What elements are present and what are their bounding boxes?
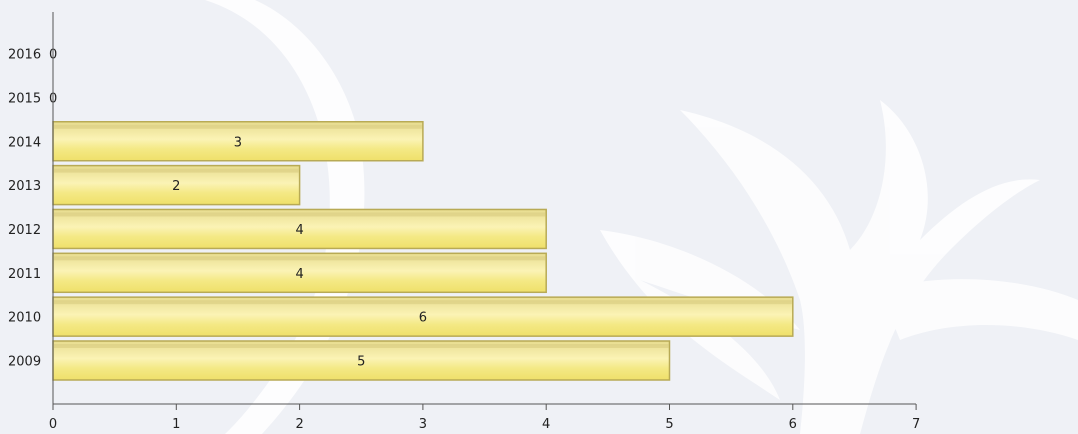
category-label-2010: 2010	[8, 311, 41, 326]
category-label-2009: 2009	[8, 355, 41, 370]
bar-highlight-2013	[54, 168, 299, 173]
category-label-2016: 2016	[8, 48, 41, 63]
data-label-2010: 6	[419, 311, 427, 326]
category-label-2013: 2013	[8, 179, 41, 194]
x-tick-label-5: 5	[665, 417, 673, 432]
bar-highlight-2009	[54, 344, 669, 348]
x-tick-label-2: 2	[295, 417, 303, 432]
data-label-2014: 3	[234, 135, 242, 150]
category-label-2011: 2011	[8, 267, 41, 282]
x-axis-ticks-group: 0 1 2 3 4 5 6 7	[49, 404, 920, 432]
category-label-2012: 2012	[8, 223, 41, 238]
category-label-2014: 2014	[8, 135, 41, 150]
bar-highlight-2012	[54, 212, 546, 217]
x-tick-label-3: 3	[419, 417, 427, 432]
bar-highlight-2011	[54, 256, 546, 261]
x-tick-label-1: 1	[172, 417, 180, 432]
x-tick-label-0: 0	[49, 417, 57, 432]
bar-highlight-2010	[54, 300, 792, 305]
bars-group	[52, 121, 794, 381]
data-label-2009: 5	[357, 355, 365, 370]
x-tick-label-6: 6	[789, 417, 797, 432]
category-labels-group: 2009 2010 2011 2012 2013 2014 2015 2016	[8, 48, 41, 370]
bar-highlight-2014	[54, 124, 422, 129]
category-label-2015: 2015	[8, 91, 41, 106]
x-tick-label-7: 7	[912, 417, 920, 432]
data-label-2011: 4	[295, 267, 303, 282]
x-tick-label-4: 4	[542, 417, 550, 432]
data-label-2013: 2	[172, 179, 180, 194]
data-label-2012: 4	[295, 223, 303, 238]
